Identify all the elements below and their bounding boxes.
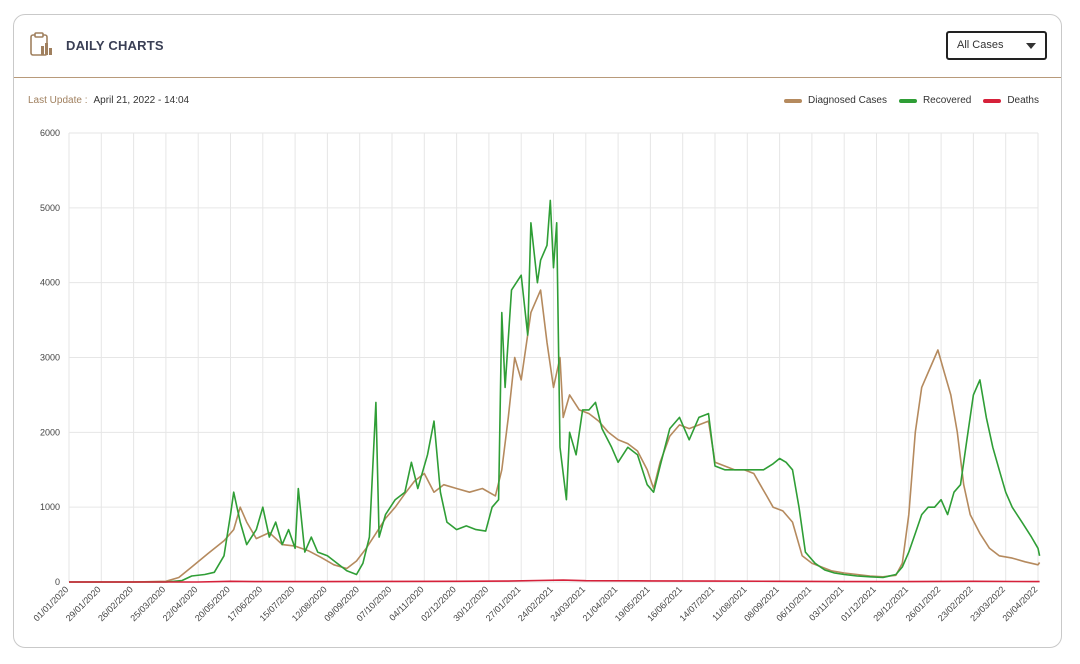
legend-item-deaths[interactable]: Deaths	[983, 95, 1039, 106]
series-line-diagnosed	[69, 289, 1041, 583]
y-tick-label: 5000	[40, 203, 60, 213]
legend-label-deaths: Deaths	[1007, 95, 1039, 106]
series-line-deaths	[69, 579, 1040, 583]
chart-legend: Diagnosed Cases Recovered Deaths	[784, 95, 1039, 106]
case-type-select[interactable]: All Cases	[946, 31, 1047, 60]
x-tick-label: 20/04/2022	[1000, 584, 1039, 623]
last-update-value: April 21, 2022 - 14:04	[93, 95, 190, 106]
y-tick-label: 2000	[40, 427, 60, 437]
chevron-down-icon	[1026, 43, 1036, 49]
page-title: DAILY CHARTS	[66, 38, 164, 53]
y-tick-label: 4000	[40, 278, 60, 288]
last-update: Last Update : April 21, 2022 - 14:04	[28, 95, 189, 106]
y-tick-label: 6000	[40, 128, 60, 138]
case-type-selected: All Cases	[957, 39, 1004, 51]
legend-item-diagnosed[interactable]: Diagnosed Cases	[784, 95, 887, 106]
daily-line-chart: 01/01/202029/01/202026/02/202025/03/2020…	[31, 128, 1041, 623]
daily-charts-card: DAILY CHARTS All Cases Last Update : Apri…	[13, 14, 1062, 648]
y-tick-label: 1000	[40, 502, 60, 512]
card-header: DAILY CHARTS All Cases	[14, 15, 1061, 78]
legend-swatch-recovered	[898, 98, 917, 103]
legend-label-diagnosed: Diagnosed Cases	[808, 95, 887, 106]
clipboard-chart-icon	[30, 32, 52, 56]
legend-item-recovered[interactable]: Recovered	[898, 95, 972, 106]
last-update-label: Last Update :	[28, 95, 88, 106]
y-tick-label: 0	[55, 577, 60, 587]
legend-swatch-deaths	[983, 98, 1002, 103]
legend-label-recovered: Recovered	[922, 95, 972, 106]
series-line-recovered	[69, 199, 1041, 583]
y-tick-label: 3000	[40, 353, 60, 363]
legend-swatch-diagnosed	[784, 98, 803, 103]
